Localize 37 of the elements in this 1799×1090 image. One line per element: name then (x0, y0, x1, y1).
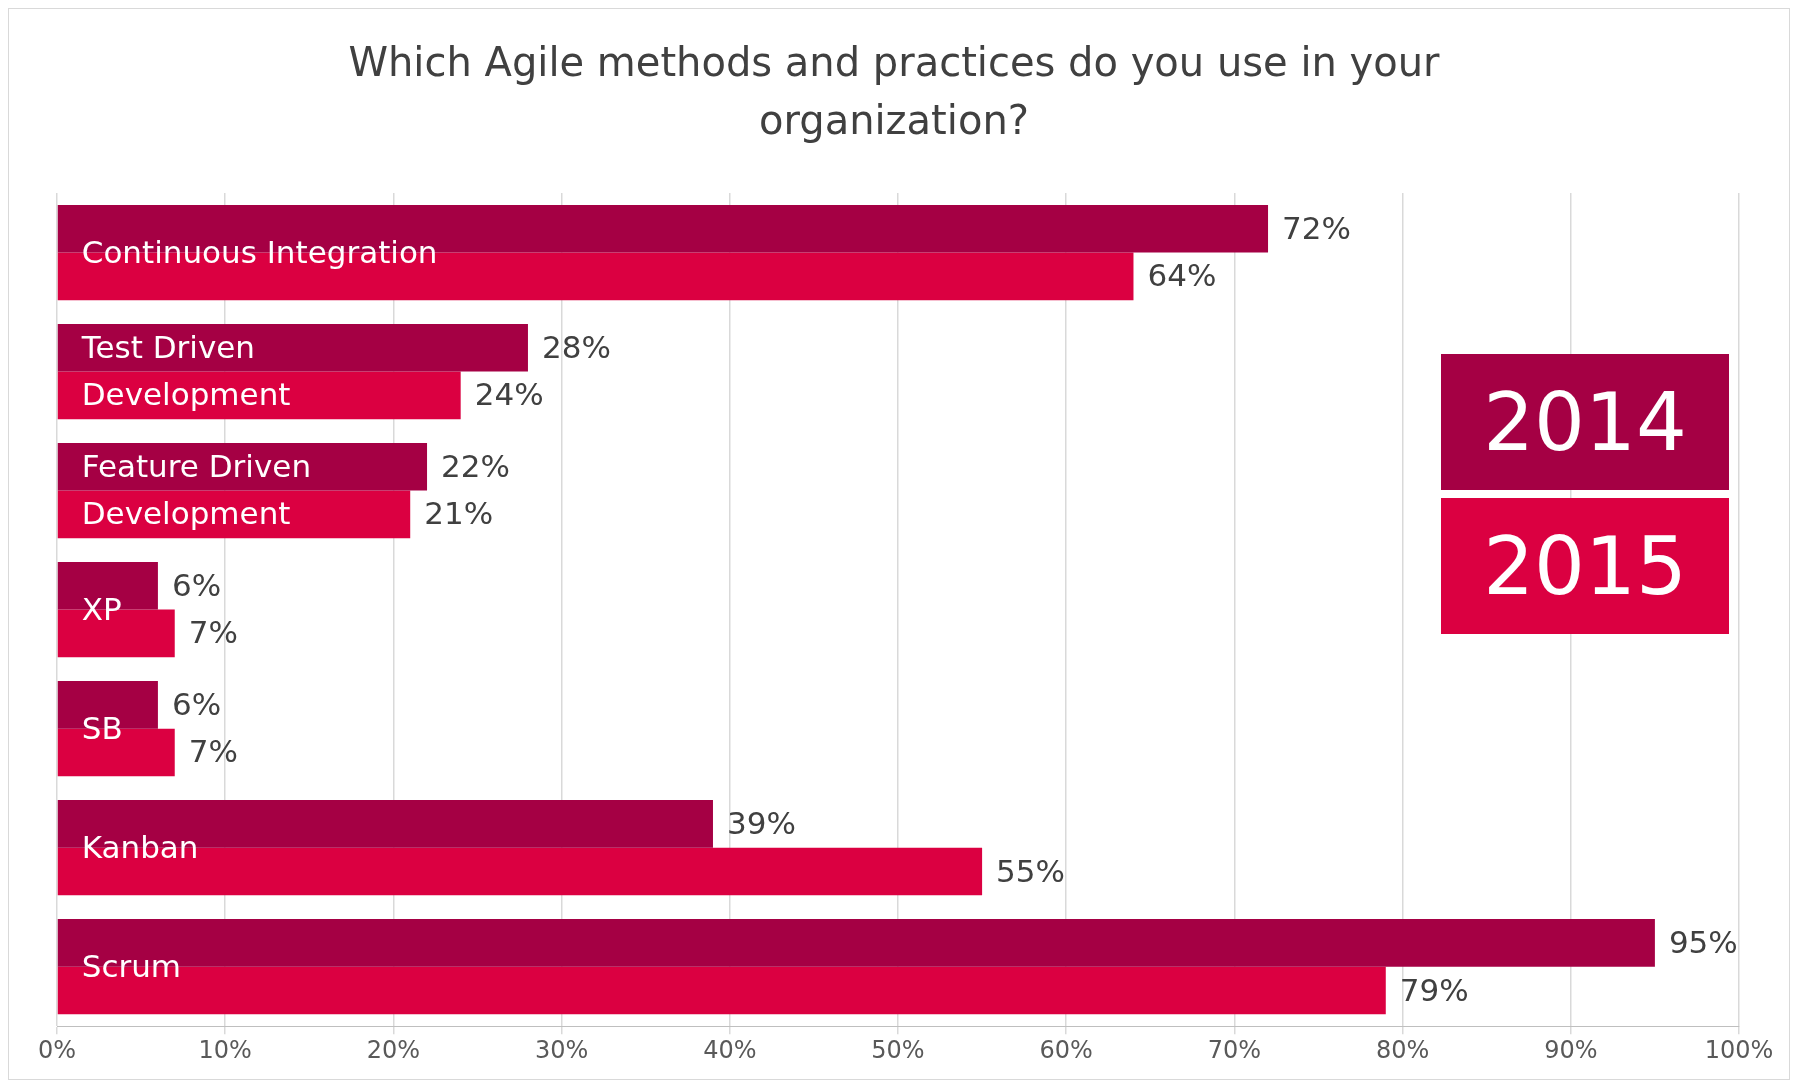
data-label: 55% (996, 852, 1066, 889)
data-label: 24% (474, 376, 544, 413)
bar (57, 442, 428, 491)
data-label: 72% (1282, 209, 1351, 246)
text: 2015 (1441, 498, 1729, 634)
y-tick-label: Scrum (81, 947, 182, 984)
data-label: 95% (1668, 923, 1738, 960)
data-label: 7% (188, 614, 238, 651)
data-label: 39% (726, 804, 796, 841)
x-tick-label: 0% (37, 1035, 77, 1064)
chart-title: Which Agile methods and practices do you use in your organization? (348, 39, 1441, 144)
bar (57, 323, 528, 372)
x-tick-label: 40% (703, 1035, 757, 1064)
data-label: 79% (1399, 971, 1469, 1008)
x-tick-label: 80% (1375, 1035, 1430, 1064)
data-label: 7% (188, 733, 238, 770)
y-tick-label: SB (81, 709, 123, 746)
x-tick-label: 10% (198, 1035, 252, 1064)
y-tick-label: Continuous Integration (81, 233, 438, 270)
y-tick-label: Test Driven Development (80, 328, 291, 413)
data-label: 28% (541, 328, 611, 365)
y-tick-label: XP (81, 590, 122, 627)
x-tick-label: 70% (1207, 1035, 1262, 1064)
text: 2014 (1441, 354, 1729, 490)
x-tick-label: 60% (1039, 1035, 1093, 1064)
x-tick-label: 100% (1704, 1035, 1774, 1064)
data-label: 6% (171, 566, 222, 603)
x-tick-label: 20% (366, 1035, 421, 1064)
x-tick-label: 50% (871, 1035, 925, 1064)
x-tick-label: 30% (534, 1035, 589, 1064)
y-tick-label: Feature Driven Development (81, 447, 312, 532)
y-tick-label: Kanban (81, 828, 199, 865)
x-tick-label: 90% (1544, 1035, 1598, 1064)
data-label: 22% (441, 447, 510, 484)
data-label: 64% (1147, 257, 1217, 294)
data-label: 21% (424, 495, 494, 532)
data-label: 6% (171, 685, 222, 722)
